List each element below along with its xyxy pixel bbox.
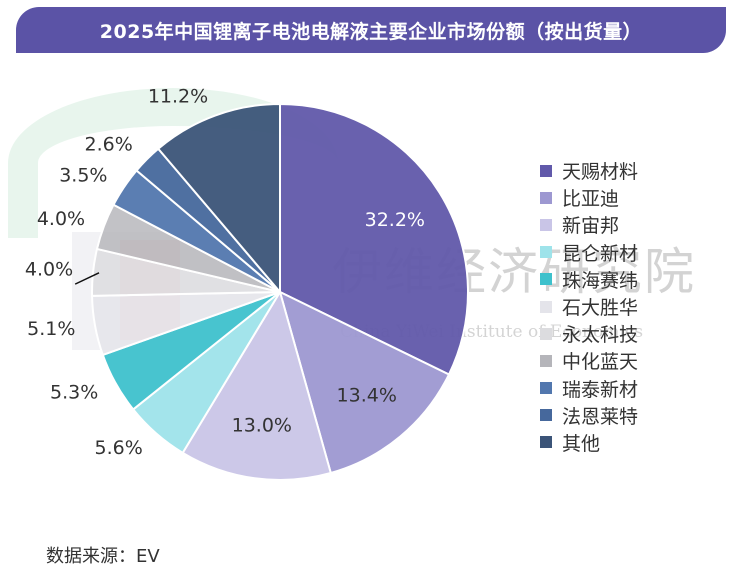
slice-label-6: 5.1%: [27, 318, 75, 340]
legend-label: 法恩莱特: [562, 405, 639, 428]
pie-slice-3: [181, 289, 333, 481]
slice-label-5: 5.3%: [50, 382, 98, 404]
legend-item: 法恩莱特: [540, 402, 730, 429]
legend-item: 昆仑新材: [540, 239, 730, 266]
legend-item: 石大胜华: [540, 293, 730, 320]
legend-item: 瑞泰新材: [540, 375, 730, 402]
legend-swatch: [540, 327, 552, 340]
label-leader-line: [74, 272, 100, 285]
slice-label-8: 4.0%: [37, 208, 85, 230]
legend-label: 天赐材料: [562, 161, 639, 184]
legend-swatch: [540, 409, 552, 422]
legend-swatch: [540, 382, 552, 395]
slice-label-2: 13.4%: [337, 385, 397, 407]
legend-swatch: [540, 354, 552, 367]
slice-label-10: 2.6%: [85, 134, 133, 156]
chart-title: 2025年中国锂离子电池电解液主要企业市场份额（按出货量）: [99, 20, 643, 43]
legend-swatch: [540, 273, 552, 286]
pie-slice-11: [156, 102, 281, 295]
legend-item: 天赐材料: [540, 157, 730, 184]
source-note: 数据来源：EV: [46, 546, 160, 567]
pie-slice-2: [278, 290, 451, 475]
chart-legend: 天赐材料比亚迪新宙邦昆仑新材珠海赛纬石大胜华永太科技中化蓝天瑞泰新材法恩莱特其他: [540, 157, 730, 456]
legend-item: 新宙邦: [540, 211, 730, 238]
legend-item: 比亚迪: [540, 184, 730, 211]
legend-label: 中化蓝天: [562, 351, 639, 374]
legend-swatch: [540, 218, 552, 231]
legend-item: 永太科技: [540, 320, 730, 347]
legend-item: 其他: [540, 429, 730, 456]
slice-label-7: 4.0%: [25, 259, 73, 281]
legend-label: 比亚迪: [562, 188, 620, 211]
legend-label: 新宙邦: [562, 215, 620, 238]
legend-swatch: [540, 191, 552, 204]
pie-slice-1: [279, 102, 469, 376]
slice-label-4: 5.6%: [95, 437, 143, 459]
legend-item: 珠海赛纬: [540, 266, 730, 293]
legend-label: 其他: [562, 432, 601, 455]
legend-swatch: [540, 164, 552, 177]
slice-label-1: 32.2%: [365, 209, 425, 231]
legend-swatch: [540, 436, 552, 449]
legend-swatch: [540, 246, 552, 259]
title-bar: 2025年中国锂离子电池电解液主要企业市场份额（按出货量）: [16, 7, 726, 53]
slice-label-3: 13.0%: [232, 415, 292, 437]
legend-label: 永太科技: [562, 324, 639, 347]
legend-swatch: [540, 300, 552, 313]
legend-label: 石大胜华: [562, 297, 639, 320]
slice-label-9: 3.5%: [59, 164, 107, 186]
legend-label: 昆仑新材: [562, 242, 639, 265]
legend-item: 中化蓝天: [540, 347, 730, 374]
legend-label: 珠海赛纬: [562, 269, 639, 292]
legend-label: 瑞泰新材: [562, 378, 639, 401]
slice-label-11: 11.2%: [148, 85, 208, 107]
